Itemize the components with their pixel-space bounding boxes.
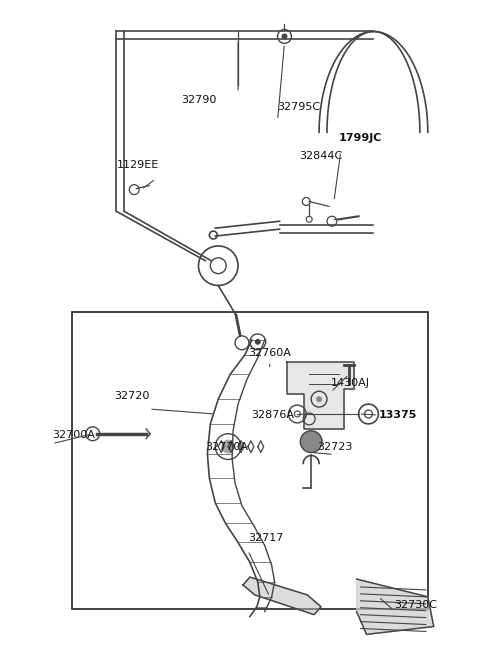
Text: 32790: 32790 <box>181 95 216 105</box>
Text: 32730C: 32730C <box>394 600 437 610</box>
Text: 32717: 32717 <box>248 533 283 542</box>
Circle shape <box>300 431 322 453</box>
Text: 32760A: 32760A <box>248 348 291 358</box>
Text: 13375: 13375 <box>378 410 417 420</box>
Text: 32770A: 32770A <box>205 441 249 451</box>
Circle shape <box>255 339 261 345</box>
Text: 1129EE: 1129EE <box>117 160 159 170</box>
Polygon shape <box>243 577 321 614</box>
Text: 32795C: 32795C <box>277 102 321 111</box>
Text: 32700A: 32700A <box>52 430 95 440</box>
Circle shape <box>281 33 288 39</box>
Polygon shape <box>288 362 354 429</box>
Text: 1799JC: 1799JC <box>339 133 382 143</box>
Circle shape <box>316 396 322 402</box>
Text: 32720: 32720 <box>114 391 149 402</box>
Text: 32876A: 32876A <box>252 410 294 420</box>
Text: 1430AJ: 1430AJ <box>331 379 370 388</box>
Bar <box>72 312 428 608</box>
Text: 32844C: 32844C <box>300 151 343 161</box>
Polygon shape <box>357 579 434 635</box>
Circle shape <box>221 440 235 453</box>
Text: 32723: 32723 <box>317 441 352 451</box>
